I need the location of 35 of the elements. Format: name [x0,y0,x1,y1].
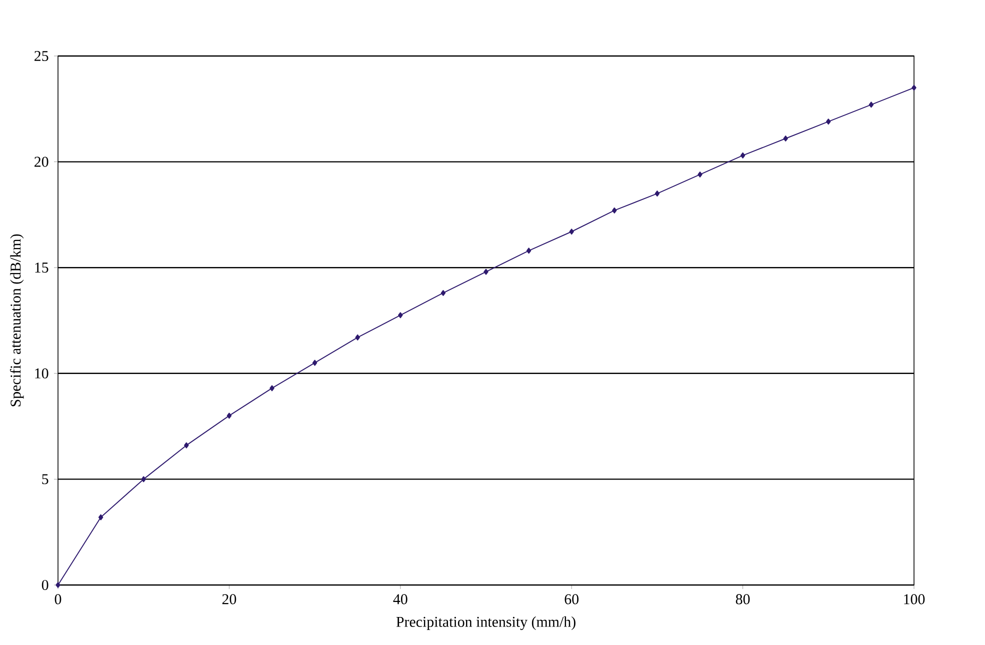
y-tick-label: 0 [42,580,48,590]
x-tick-label: 80 [736,594,750,604]
point [226,412,232,419]
point [184,442,189,448]
x-tick-label: 100 [904,594,925,604]
point [912,84,916,91]
point [740,152,746,158]
y-tick-label: 10 [35,368,48,378]
x-tick-label: 40 [393,594,408,604]
y-tick-label: 25 [34,50,48,62]
point [312,360,318,366]
point [56,582,60,588]
point [698,172,702,178]
point [270,385,274,392]
x-tick-label: 0 [54,594,62,604]
point [355,334,360,340]
point [654,190,660,197]
point [440,290,446,296]
y-tick-label: 20 [34,156,48,167]
point [868,102,874,108]
x-tick-label: 60 [564,594,579,604]
point [484,268,488,275]
point [398,312,403,318]
point [826,118,831,125]
y-tick-label: 15 [35,262,48,273]
y-axis-title: Specific attenuation (dB/km) [10,234,24,406]
point [98,514,104,520]
point [141,476,146,482]
point [783,136,788,142]
y-tick-label: 5 [42,474,48,484]
point [612,207,617,214]
x-axis-title: Precipitation intensity (mm/h) [396,616,576,630]
point [569,228,574,235]
x-tick-label: 20 [222,594,236,604]
point [526,248,532,254]
